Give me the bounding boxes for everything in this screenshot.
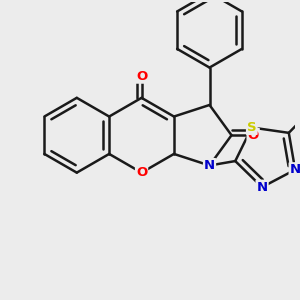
Text: N: N — [290, 163, 300, 176]
Text: S: S — [247, 121, 256, 134]
Text: N: N — [204, 159, 215, 172]
Text: N: N — [256, 181, 268, 194]
Text: O: O — [136, 70, 147, 83]
Text: O: O — [136, 166, 147, 179]
Text: O: O — [248, 129, 259, 142]
